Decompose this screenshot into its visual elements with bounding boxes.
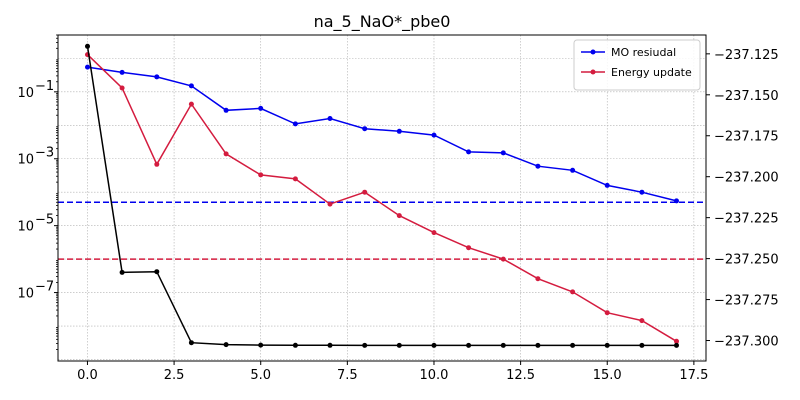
- series-0-point-0: [85, 64, 90, 70]
- legend-label-0: MO resiudal: [611, 46, 676, 59]
- series-2-point-0: [85, 43, 90, 49]
- x-tick-label-0: 0.0: [77, 368, 98, 383]
- y-left-tick-label-3: 10: [17, 287, 34, 302]
- series-1-point-13: [535, 276, 541, 282]
- y-right-tick-label-5: −237.250: [714, 253, 779, 268]
- x-tick-label-3: 7.5: [337, 368, 358, 383]
- series-1-point-11: [466, 245, 472, 251]
- series-2-point-8: [362, 342, 368, 348]
- y-left-tick-exponent-1: −3: [35, 146, 54, 161]
- series-0-point-2: [154, 74, 160, 80]
- series-0-point-13: [535, 163, 541, 169]
- y-left-tick-label-0: 10: [17, 86, 34, 101]
- series-line-1: [86, 54, 677, 342]
- series-0-point-1: [119, 69, 125, 75]
- series-1-point-12: [500, 256, 506, 262]
- y-right-tick-label-2: −237.175: [714, 130, 779, 145]
- series-1-point-9: [396, 213, 402, 219]
- series-1-point-16: [639, 318, 645, 324]
- y-left-tick-label-2: 10: [17, 220, 34, 235]
- series-2-point-15: [604, 342, 610, 348]
- series-2-point-17: [674, 342, 679, 348]
- y-left-tick-label-1: 10: [17, 153, 34, 168]
- series-1-point-14: [570, 289, 576, 295]
- series-2-point-12: [500, 342, 506, 348]
- y-right-tick-label-6: −237.275: [714, 294, 779, 309]
- plot-frame: [57, 34, 707, 362]
- x-tick-label-6: 15.0: [593, 368, 622, 383]
- series-1-point-6: [292, 176, 298, 182]
- y-right-tick-label-4: −237.225: [714, 212, 779, 227]
- series-2-point-10: [431, 342, 437, 348]
- y-axis-left: 10−110−310−510−7: [17, 34, 58, 350]
- series-0-point-17: [674, 198, 679, 204]
- series-2-point-16: [639, 342, 645, 348]
- series-1-point-8: [362, 189, 368, 195]
- legend: MO resiudal Energy update: [573, 39, 701, 91]
- threshold-lines: [58, 201, 706, 260]
- legend-box: [573, 39, 701, 91]
- y-left-tick-exponent-3: −7: [35, 280, 54, 295]
- x-tick-label-4: 10.0: [420, 368, 449, 383]
- x-tick-label-5: 12.5: [506, 368, 535, 383]
- series-1-point-1: [119, 85, 125, 91]
- series-2-point-11: [466, 342, 472, 348]
- series-2-point-14: [570, 342, 576, 348]
- legend-marker-1: [590, 69, 596, 75]
- series-0-point-10: [431, 132, 437, 138]
- series-0-point-12: [500, 150, 506, 156]
- series-2-point-1: [119, 269, 125, 275]
- series-1-point-17: [674, 338, 679, 344]
- series-0-point-7: [327, 116, 333, 121]
- series-line-2: [86, 46, 677, 347]
- y-right-tick-label-0: −237.125: [714, 48, 779, 63]
- series-0-point-4: [223, 107, 229, 113]
- y-right-tick-label-1: −237.150: [714, 89, 779, 104]
- x-axis: 0.0 2.5 5.0 7.5 10.0 12.5 15.0 17.5: [77, 361, 708, 383]
- y-left-tick-exponent-2: −5: [35, 213, 54, 228]
- series-0-point-11: [466, 149, 472, 155]
- chart-title: na_5_NaO*_pbe0: [314, 12, 451, 32]
- series-1-point-7: [327, 201, 333, 207]
- series-2-point-4: [223, 342, 229, 348]
- series-1-point-15: [604, 310, 610, 316]
- y-right-tick-label-3: −237.200: [714, 171, 779, 186]
- series-0-point-5: [258, 105, 264, 111]
- series-layer: [85, 43, 679, 348]
- series-0-point-15: [604, 182, 610, 188]
- series-0-point-8: [362, 126, 368, 132]
- series-2-point-5: [258, 342, 264, 348]
- x-tick-label-1: 2.5: [164, 368, 185, 383]
- series-1-point-2: [154, 161, 160, 167]
- series-2-point-7: [327, 342, 333, 348]
- series-2-point-6: [292, 342, 298, 348]
- series-0-point-16: [639, 189, 645, 195]
- series-1-point-10: [431, 230, 437, 236]
- y-right-tick-label-7: −237.300: [714, 335, 779, 350]
- series-0-point-9: [396, 128, 402, 134]
- series-0-point-6: [292, 121, 298, 127]
- series-1-point-4: [223, 151, 229, 157]
- x-tick-label-7: 17.5: [679, 368, 708, 383]
- legend-marker-0: [590, 49, 596, 55]
- series-1-point-3: [188, 101, 194, 107]
- series-2-point-2: [154, 269, 160, 275]
- series-2-point-13: [535, 342, 541, 348]
- y-left-tick-exponent-0: −1: [35, 79, 54, 94]
- series-2-point-3: [188, 340, 194, 346]
- legend-label-1: Energy update: [611, 66, 692, 79]
- series-2-point-9: [396, 342, 402, 348]
- series-0-point-14: [570, 167, 576, 173]
- series-1-point-5: [258, 172, 264, 178]
- series-0-point-3: [188, 83, 194, 89]
- series-line-0: [87, 66, 677, 202]
- x-tick-label-2: 5.0: [250, 368, 271, 383]
- grid: [58, 35, 706, 361]
- y-axis-right: −237.125 −237.150 −237.175 −237.200 −237.225…: [706, 48, 779, 350]
